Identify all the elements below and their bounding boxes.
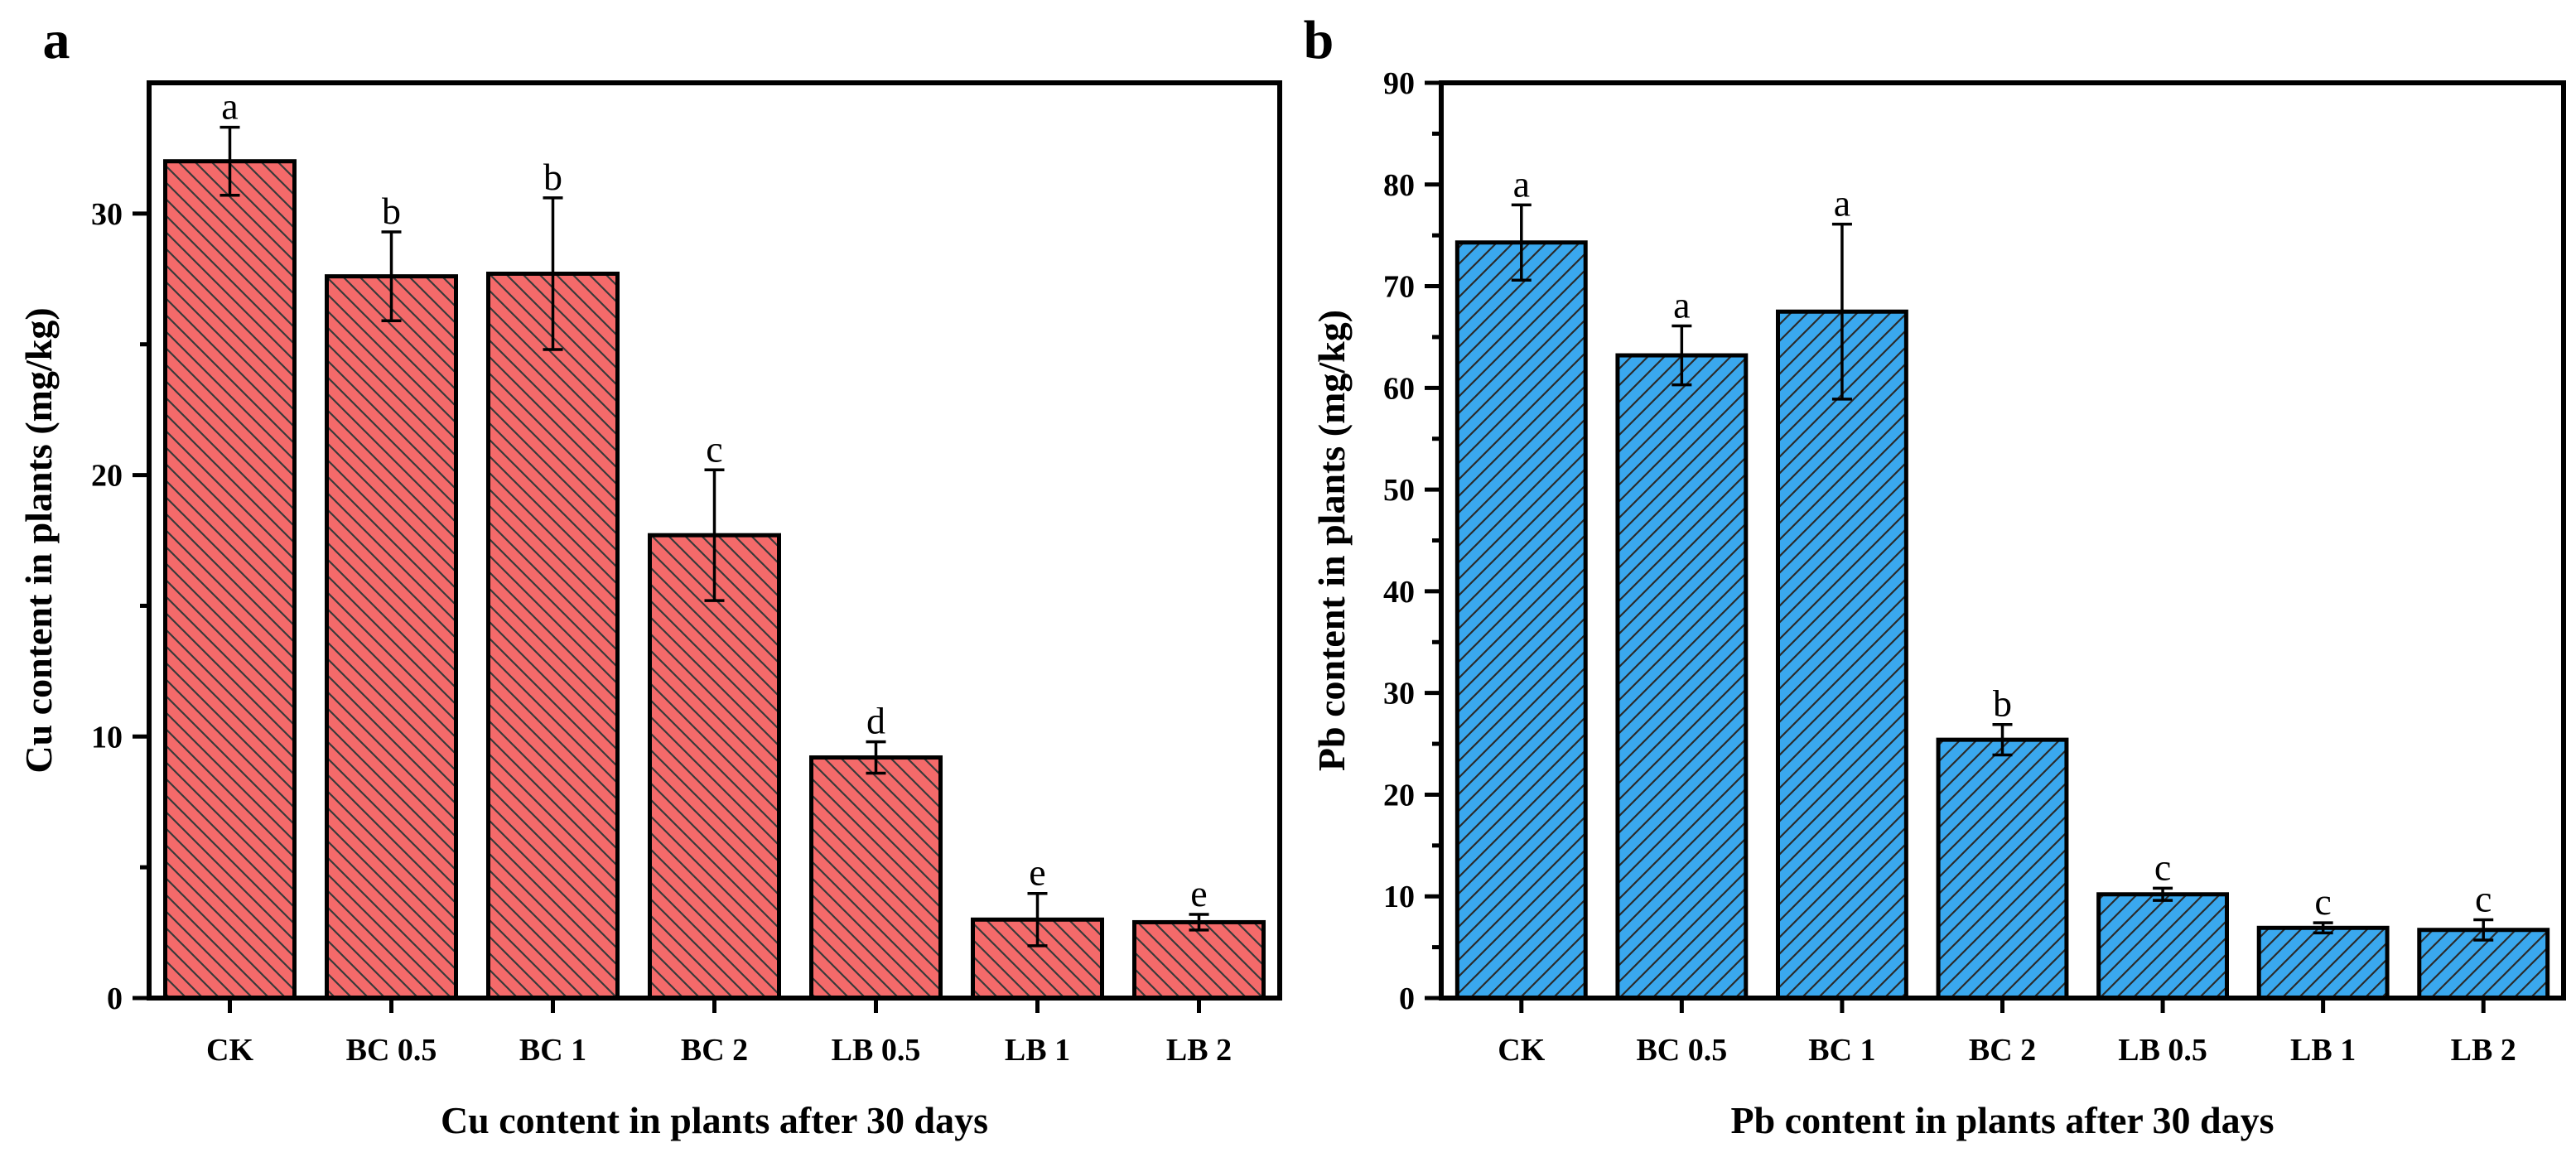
error-bar — [1189, 913, 1209, 932]
error-bar — [2313, 921, 2333, 935]
panel-letter: a — [43, 10, 70, 70]
error-bar — [866, 740, 886, 775]
bar — [163, 159, 297, 1001]
significance-label: e — [1190, 872, 1207, 914]
x-tick-label: BC 2 — [681, 1033, 748, 1068]
significance-label: c — [706, 427, 722, 470]
significance-label: b — [1993, 682, 2012, 725]
bar — [1776, 309, 1908, 1001]
x-tick-label: BC 0.5 — [346, 1033, 437, 1068]
bar — [1936, 737, 2069, 1001]
y-tick-label: 40 — [1383, 575, 1415, 610]
significance-label: d — [866, 700, 885, 742]
error-bar — [1992, 722, 2013, 757]
significance-label: c — [2475, 877, 2492, 919]
x-tick-label: BC 0.5 — [1636, 1033, 1727, 1068]
x-tick-label: BC 2 — [1969, 1033, 2036, 1068]
x-tick-label: LB 2 — [1166, 1033, 1232, 1068]
bar — [648, 533, 781, 1001]
error-bar — [704, 468, 725, 602]
y-tick-label: 10 — [1383, 880, 1415, 914]
significance-label: a — [1673, 283, 1690, 326]
bar — [486, 271, 620, 1001]
y-tick-label: 60 — [1383, 371, 1415, 406]
error-bar — [381, 230, 402, 323]
plot-frame — [147, 80, 1282, 1001]
y-tick-label: 0 — [1399, 981, 1415, 1016]
error-bar — [1672, 324, 1692, 387]
panel-letter: b — [1304, 10, 1334, 70]
significance-label: c — [2154, 846, 2171, 888]
significance-label: c — [2314, 880, 2331, 923]
y-tick-label: 10 — [91, 720, 123, 755]
x-tick-label: BC 1 — [1808, 1033, 1875, 1068]
y-tick-label: 30 — [91, 197, 123, 232]
x-tick-label: BC 1 — [519, 1033, 586, 1068]
bar — [809, 755, 943, 1001]
bar — [1132, 919, 1266, 1001]
y-tick-label: 20 — [1383, 778, 1415, 813]
y-tick-label: 80 — [1383, 168, 1415, 203]
y-tick-label: 30 — [1383, 677, 1415, 711]
error-bar — [1511, 203, 1532, 282]
x-tick-label: LB 1 — [1005, 1033, 1070, 1068]
y-tick-label: 20 — [91, 459, 123, 494]
significance-label: e — [1029, 851, 1045, 894]
significance-label: b — [382, 190, 401, 232]
error-bar — [219, 125, 240, 197]
y-axis-title: Cu content in plants (mg/kg) — [17, 307, 60, 773]
y-axis-title: Pb content in plants (mg/kg) — [1310, 310, 1353, 771]
significance-label: a — [1513, 162, 1530, 205]
panel-b: b a CK a BC 0.5 a BC 1 b BC 2 c LB 0.5 c LB 1 c LB 2 0 1… — [1304, 10, 2566, 1141]
y-tick-label: 0 — [107, 981, 123, 1016]
bar — [1454, 240, 1588, 1001]
x-axis-title: Pb content in plants after 30 days — [1731, 1099, 2275, 1141]
y-tick-label: 70 — [1383, 270, 1415, 305]
error-bar — [2473, 918, 2494, 942]
x-tick-label: LB 1 — [2290, 1033, 2356, 1068]
error-bar — [2153, 886, 2173, 902]
bar — [1615, 353, 1749, 1001]
x-axis-title: Cu content in plants after 30 days — [441, 1099, 988, 1141]
significance-label: b — [543, 156, 562, 198]
x-tick-label: CK — [206, 1033, 253, 1068]
bar — [2256, 925, 2390, 1001]
x-tick-label: LB 2 — [2451, 1033, 2516, 1068]
significance-label: a — [1834, 182, 1850, 224]
significance-label: a — [221, 85, 238, 128]
y-tick-label: 50 — [1383, 473, 1415, 508]
error-bar — [1027, 891, 1048, 948]
bar — [2096, 892, 2229, 1001]
x-tick-label: LB 0.5 — [832, 1033, 921, 1068]
x-tick-label: LB 0.5 — [2118, 1033, 2207, 1068]
error-bar — [543, 196, 563, 351]
plot-frame — [1439, 80, 2566, 1001]
y-tick-label: 90 — [1383, 66, 1415, 101]
bar — [325, 274, 458, 1001]
x-tick-label: CK — [1498, 1033, 1545, 1068]
panel-a: a a CK b BC 0.5 b BC 1 c BC 2 d LB 0.5 e LB 1 e LB 2 0 1… — [17, 10, 1282, 1141]
error-bar — [1831, 222, 1852, 401]
